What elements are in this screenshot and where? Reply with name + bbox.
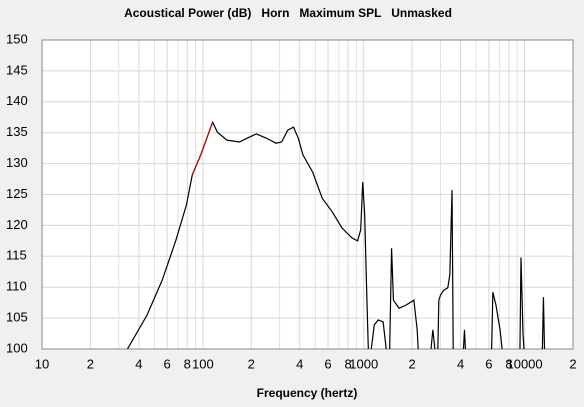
- chart-title: Acoustical Power (dB) Horn Maximum SPL U…: [124, 6, 452, 20]
- x-tick-label: 4: [457, 356, 464, 371]
- x-tick-label: 10: [35, 356, 49, 371]
- x-tick-label: 6: [164, 356, 171, 371]
- x-tick-label: 2: [569, 356, 576, 371]
- plot-border: [41, 39, 574, 350]
- y-tick-label: 125: [6, 186, 28, 201]
- y-tick-label: 140: [6, 93, 28, 108]
- x-tick-label: 10000: [506, 356, 542, 371]
- y-tick-label: 115: [6, 248, 27, 263]
- x-tick-label: 2: [248, 356, 255, 371]
- x-tick-label: 1000: [349, 356, 378, 371]
- x-tick-label: 8: [184, 356, 191, 371]
- x-tick-label: 6: [324, 356, 331, 371]
- y-tick-label: 145: [6, 62, 28, 77]
- x-tick-label: 8: [505, 356, 512, 371]
- x-tick-label: 2: [87, 356, 94, 371]
- y-tick-label: 110: [6, 279, 27, 294]
- y-tick-label: 135: [6, 124, 28, 139]
- y-tick-label: 100: [6, 340, 28, 355]
- data-line: [191, 121, 214, 175]
- x-tick-label: 6: [485, 356, 492, 371]
- x-axis-label: Frequency (hertz): [257, 386, 358, 400]
- y-tick-label: 150: [6, 31, 28, 46]
- x-tick-label: 2: [409, 356, 416, 371]
- y-tick-label: 120: [6, 217, 28, 232]
- y-tick-label: 105: [6, 310, 28, 325]
- data-line: [126, 120, 546, 350]
- x-tick-label: 4: [135, 356, 142, 371]
- y-tick-label: 130: [6, 155, 28, 170]
- x-tick-label: 8: [345, 356, 352, 371]
- x-tick-label: 4: [296, 356, 303, 371]
- x-tick-label: 100: [192, 356, 214, 371]
